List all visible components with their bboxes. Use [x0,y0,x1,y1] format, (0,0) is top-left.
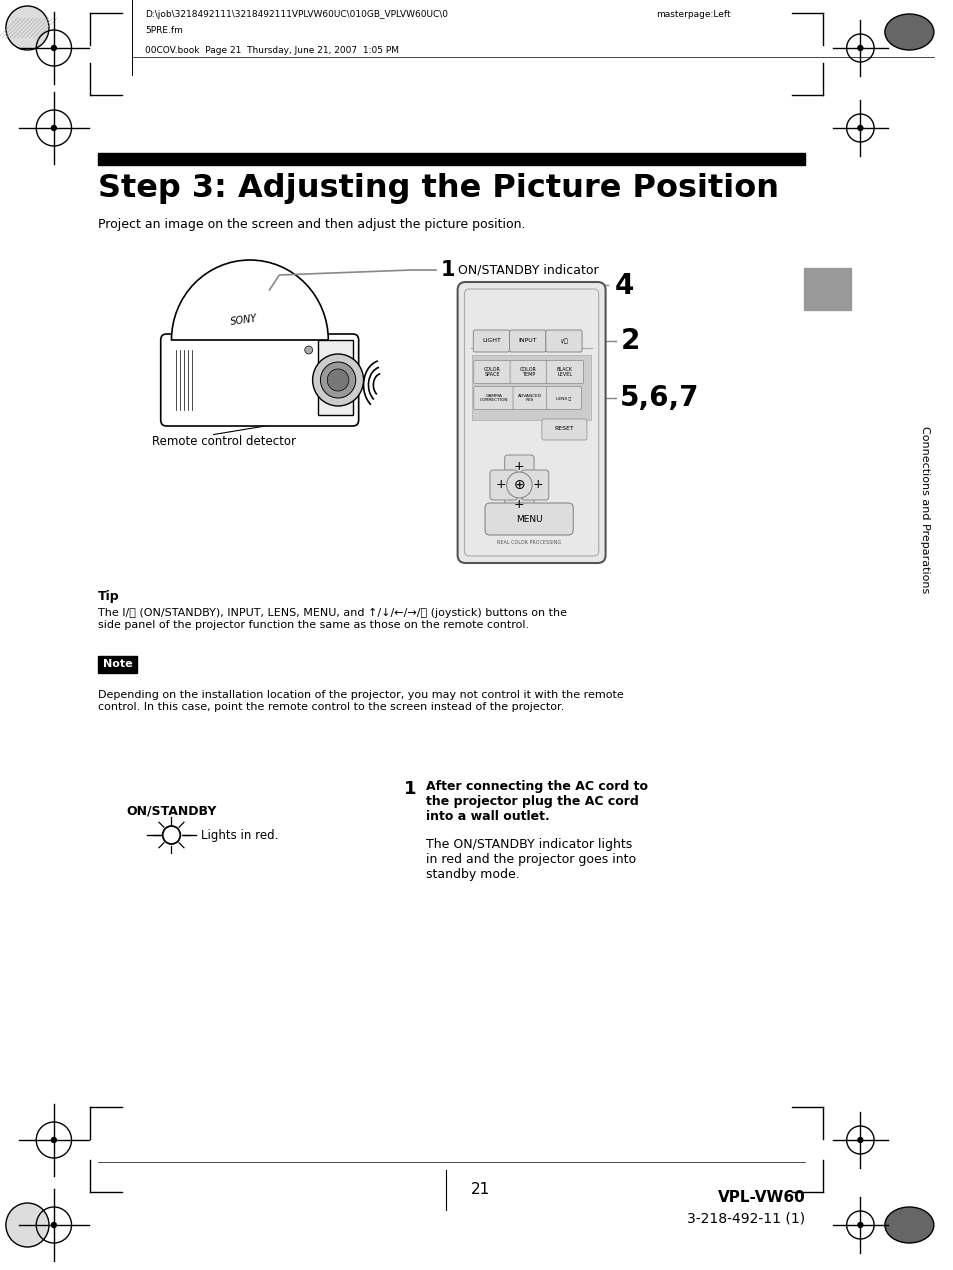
FancyBboxPatch shape [546,361,583,384]
Text: SONY: SONY [230,314,258,326]
Text: 2: 2 [619,326,639,356]
Text: ⊕: ⊕ [513,478,524,491]
Text: +: + [532,479,542,491]
Text: COLOR
SPACE: COLOR SPACE [483,367,500,377]
Text: D:\job\3218492111\3218492111VPLVW60UC\010GB_VPLVW60UC\0: D:\job\3218492111\3218492111VPLVW60UC\01… [145,10,448,19]
Circle shape [857,46,862,51]
Text: +: + [514,460,524,472]
FancyBboxPatch shape [513,386,547,409]
Text: +: + [495,479,505,491]
FancyBboxPatch shape [546,386,581,409]
Circle shape [857,1138,862,1143]
FancyBboxPatch shape [473,330,509,352]
FancyBboxPatch shape [509,330,545,352]
Circle shape [857,1223,862,1228]
Text: Depending on the installation location of the projector, you may not control it : Depending on the installation location o… [98,690,623,711]
Ellipse shape [884,14,933,50]
Circle shape [163,826,180,845]
FancyBboxPatch shape [490,470,517,500]
FancyBboxPatch shape [474,361,511,384]
FancyBboxPatch shape [520,470,548,500]
Text: Step 3: Adjusting the Picture Position: Step 3: Adjusting the Picture Position [98,173,779,204]
Text: +: + [514,498,524,511]
Text: Tip: Tip [98,591,119,603]
Text: 5PRE.fm: 5PRE.fm [145,25,183,36]
Text: Project an image on the screen and then adjust the picture position.: Project an image on the screen and then … [98,218,525,231]
Text: INPUT: INPUT [517,339,537,343]
Text: ON/STANDBY indicator: ON/STANDBY indicator [457,263,598,277]
FancyBboxPatch shape [541,419,586,439]
FancyBboxPatch shape [474,386,514,409]
Ellipse shape [6,1203,49,1247]
FancyBboxPatch shape [510,361,547,384]
Bar [98,657,137,673]
Ellipse shape [6,6,49,50]
Text: I/⏻: I/⏻ [559,338,567,344]
Text: MENU: MENU [516,514,542,523]
Text: VPL-VW60: VPL-VW60 [717,1190,804,1205]
Text: Connections and Preparations: Connections and Preparations [919,427,929,593]
FancyBboxPatch shape [484,503,573,535]
Text: 00COV.book  Page 21  Thursday, June 21, 2007  1:05 PM: 00COV.book Page 21 Thursday, June 21, 20… [145,46,398,55]
Text: BLACK
LEVEL: BLACK LEVEL [557,367,573,377]
FancyBboxPatch shape [504,455,534,483]
Text: Lights in red.: Lights in red. [201,828,278,842]
Text: 3-218-492-11 (1): 3-218-492-11 (1) [687,1212,804,1226]
Circle shape [313,354,363,406]
Circle shape [51,1138,56,1143]
FancyBboxPatch shape [545,330,581,352]
Text: masterpage:Left: masterpage:Left [656,10,730,19]
Ellipse shape [884,1206,933,1243]
Text: ON/STANDBY: ON/STANDBY [126,805,216,818]
Text: 1: 1 [440,260,455,279]
Circle shape [320,362,355,398]
FancyBboxPatch shape [457,282,605,563]
FancyBboxPatch shape [160,334,358,425]
Text: Note: Note [103,659,132,669]
Circle shape [327,370,349,391]
FancyBboxPatch shape [504,486,534,516]
Text: COLOR
TEMP: COLOR TEMP [519,367,537,377]
Bar [318,340,353,415]
Text: After connecting the AC cord to
the projector plug the AC cord
into a wall outle: After connecting the AC cord to the proj… [426,780,648,823]
Text: 1: 1 [403,780,416,798]
Text: 21: 21 [470,1182,489,1198]
Text: 4: 4 [614,272,633,300]
Wedge shape [172,260,328,340]
Text: Remote control detector: Remote control detector [152,436,295,448]
Circle shape [304,345,313,354]
Circle shape [506,472,532,498]
Text: 5,6,7: 5,6,7 [619,384,700,411]
Bar [472,356,590,420]
Circle shape [51,46,56,51]
Text: LENS ⓞ: LENS ⓞ [556,396,571,400]
Bar [802,268,850,310]
Text: The ON/STANDBY indicator lights
in red and the projector goes into
standby mode.: The ON/STANDBY indicator lights in red a… [426,838,636,881]
Text: RESET: RESET [554,427,574,432]
Bar [98,152,804,165]
Text: ADVANCED
IRIS: ADVANCED IRIS [517,394,541,403]
Text: GAMMA
CORRECTION: GAMMA CORRECTION [479,394,508,403]
Circle shape [51,1223,56,1228]
Circle shape [857,126,862,131]
Circle shape [51,126,56,131]
Text: LIGHT: LIGHT [481,339,500,343]
Text: REAL COLOR PROCESSING: REAL COLOR PROCESSING [497,540,560,545]
Text: The I/⏻ (ON/STANDBY), INPUT, LENS, MENU, and ↑/↓/←/→/ⓞ (joystick) buttons on the: The I/⏻ (ON/STANDBY), INPUT, LENS, MENU,… [98,608,566,630]
